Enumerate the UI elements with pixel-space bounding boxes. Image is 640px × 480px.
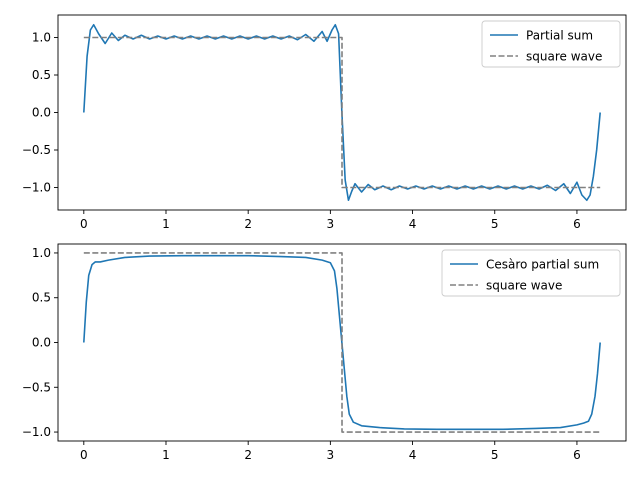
x-tick-label: 1 bbox=[162, 217, 170, 231]
legend: Partial sum square wave bbox=[481, 20, 621, 68]
y-tick-label: 0.0 bbox=[32, 106, 51, 120]
x-tick-label: 5 bbox=[491, 217, 499, 231]
subplot-partial-sum: 0 1 2 3 4 5 6 −1.0 −0.5 0.0 0.5 1.0 Partial sum squar… bbox=[22, 14, 627, 231]
x-tick-label: 5 bbox=[491, 448, 499, 462]
series-line-square-wave bbox=[83, 252, 601, 433]
x-tick-label: 3 bbox=[327, 448, 335, 462]
x-tick-label: 2 bbox=[244, 448, 252, 462]
x-tick-label: 6 bbox=[573, 217, 581, 231]
x-tick-label: 4 bbox=[409, 448, 417, 462]
series-line-ces-ro-partial-sum bbox=[83, 254, 601, 431]
series-group bbox=[83, 23, 601, 202]
y-tick-label: −0.5 bbox=[22, 380, 51, 394]
x-tick-label: 4 bbox=[409, 217, 417, 231]
legend-label: square wave bbox=[526, 50, 602, 64]
y-tick-label: 0.5 bbox=[32, 68, 51, 82]
y-tick-label: −0.5 bbox=[22, 143, 51, 157]
legend-label: Partial sum bbox=[526, 29, 593, 43]
series-line-square-wave bbox=[83, 36, 601, 189]
x-tick-label: 1 bbox=[162, 448, 170, 462]
y-tick-label: 1.0 bbox=[32, 31, 51, 45]
y-tick-label: 1.0 bbox=[32, 246, 51, 260]
legend-label: Cesàro partial sum bbox=[486, 258, 599, 272]
y-tick-label: −1.0 bbox=[22, 181, 51, 195]
x-tick-label: 0 bbox=[80, 217, 88, 231]
legend: Cesàro partial sum square wave bbox=[441, 249, 621, 297]
legend-box bbox=[441, 249, 621, 297]
x-tick-label: 3 bbox=[327, 217, 335, 231]
x-tick-label: 6 bbox=[573, 448, 581, 462]
y-tick-label: 0.0 bbox=[32, 336, 51, 350]
x-tick-label: 0 bbox=[80, 448, 88, 462]
x-tick-label: 2 bbox=[244, 217, 252, 231]
legend-label: square wave bbox=[486, 279, 562, 293]
series-group bbox=[83, 252, 601, 433]
subplot-cesaro-partial-sum: 0 1 2 3 4 5 6 −1.0 −0.5 0.0 0.5 1.0 Cesàro partial s… bbox=[22, 243, 627, 462]
y-tick-label: −1.0 bbox=[22, 425, 51, 439]
y-tick-label: 0.5 bbox=[32, 291, 51, 305]
